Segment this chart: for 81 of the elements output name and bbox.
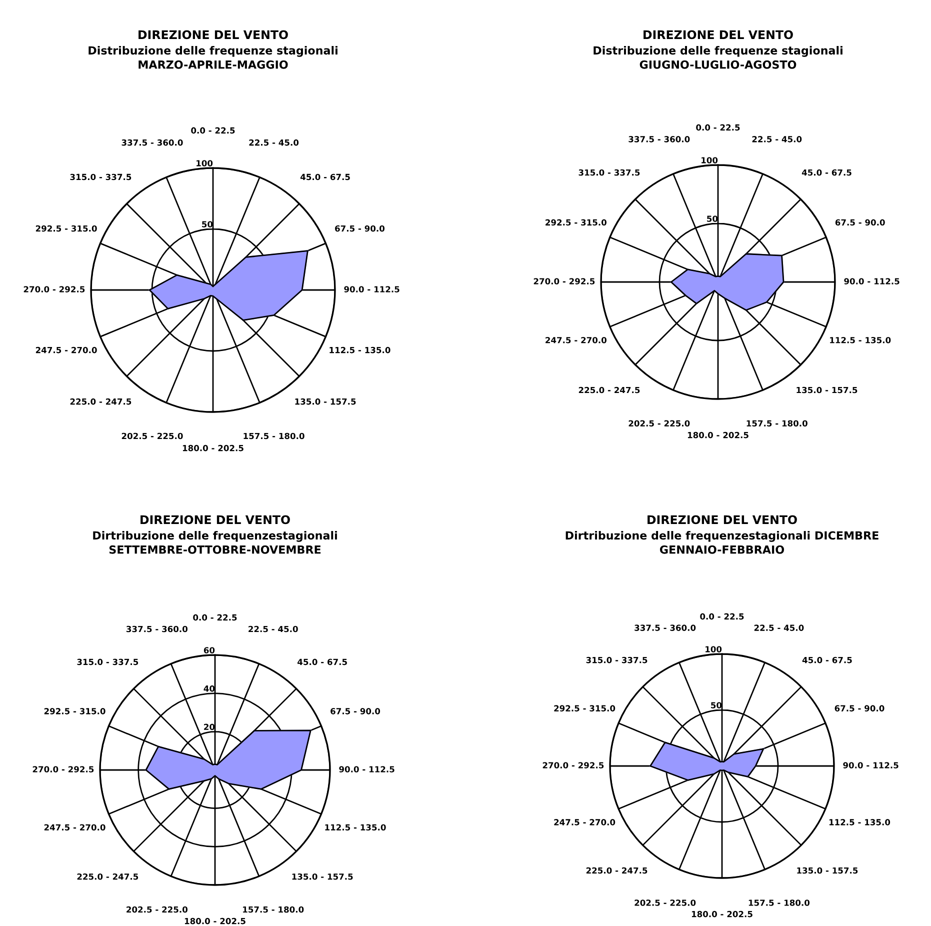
spoke-label: 270.0 - 292.5 [32, 766, 94, 772]
spoke-label: 180.0 - 202.5 [184, 918, 246, 924]
spoke-label: 112.5 - 135.0 [330, 346, 390, 354]
spoke-label: 67.5 - 90.0 [335, 225, 385, 232]
spoke-label: 292.5 - 315.0 [44, 708, 106, 714]
spoke-label: 225.0 - 247.5 [70, 398, 132, 405]
spoke-label: 90.0 - 112.5 [339, 766, 394, 772]
y-tick-label: 50 [202, 221, 213, 228]
spoke-label: 315.0 - 337.5 [578, 169, 640, 176]
spoke-label: 292.5 - 315.0 [554, 705, 616, 712]
spoke-label: 315.0 - 337.5 [586, 656, 648, 664]
y-tick-label: 100 [706, 646, 722, 652]
spoke-label: 90.0 - 112.5 [344, 286, 400, 292]
spoke-label: 180.0 - 202.5 [692, 910, 752, 918]
spoke-label: 22.5 - 45.0 [249, 139, 299, 146]
spoke-label: 247.5 - 270.0 [44, 824, 106, 831]
spoke-label: 247.5 - 270.0 [554, 819, 616, 826]
chart-subtitle: Dirtribuzione delle frequenzestagionali SETTEMBRE-OTTOBRE-NOVEMBRE [93, 531, 337, 554]
spoke-label: 337.5 - 360.0 [126, 626, 188, 632]
spoke-label: 0.0 - 22.5 [191, 127, 235, 134]
spoke-label: 157.5 - 180.0 [243, 906, 304, 913]
spoke-label: 270.0 - 292.5 [542, 762, 604, 768]
chart-subtitle: Dirtribuzione delle frequenzestagionali DICEMBRE GENNAIO-FEBBRAIO [566, 531, 878, 554]
spoke-label: 270.0 - 292.5 [24, 286, 85, 292]
y-tick-label: 20 [204, 724, 215, 730]
spoke-label: 22.5 - 45.0 [248, 626, 298, 632]
chart-subtitle: Distribuzione delle frequenze stagionali GIUGNO-LUGLIO-AGOSTO [594, 46, 842, 69]
spoke-label: 112.5 - 135.0 [325, 824, 386, 831]
spoke-label: 22.5 - 45.0 [754, 624, 804, 631]
spoke-label: 337.5 - 360.0 [628, 136, 690, 142]
spoke-label: 180.0 - 202.5 [688, 432, 748, 438]
spoke-label: 202.5 - 225.0 [634, 900, 696, 906]
spoke-label: 202.5 - 225.0 [122, 432, 183, 440]
spoke-label: 337.5 - 360.0 [122, 139, 183, 146]
spoke-label: 135.0 - 157.5 [796, 386, 858, 394]
spoke-label: 157.5 - 180.0 [748, 900, 810, 906]
spoke-label: 157.5 - 180.0 [244, 432, 304, 440]
chart-title: DIREZIONE DEL VENTO [138, 30, 288, 40]
chart-title: DIREZIONE DEL VENTO [644, 30, 793, 40]
spoke-label: 247.5 - 270.0 [36, 346, 97, 354]
spoke-label: 45.0 - 67.5 [802, 169, 852, 176]
spoke-label: 225.0 - 247.5 [77, 873, 138, 880]
spoke-label: 0.0 - 22.5 [700, 613, 744, 620]
spoke-label: 292.5 - 315.0 [546, 219, 606, 226]
spoke-label: 292.5 - 315.0 [36, 225, 97, 232]
spoke-label: 225.0 - 247.5 [586, 867, 648, 874]
spoke-label: 202.5 - 225.0 [628, 420, 690, 427]
y-tick-label: 100 [702, 157, 718, 164]
spoke-label: 135.0 - 157.5 [295, 398, 356, 405]
spoke-label: 67.5 - 90.0 [834, 705, 884, 712]
spoke-label: 225.0 - 247.5 [578, 386, 640, 394]
y-tick-label: 40 [204, 685, 215, 692]
spoke-label: 202.5 - 225.0 [126, 906, 188, 913]
spoke-label: 90.0 - 112.5 [844, 278, 900, 284]
y-tick-label: 50 [711, 702, 722, 708]
y-tick-label: 100 [196, 160, 213, 166]
y-tick-label: 60 [204, 647, 215, 654]
spoke-label: 0.0 - 22.5 [193, 614, 237, 621]
spoke-label: 337.5 - 360.0 [634, 624, 696, 631]
spoke-label: 247.5 - 270.0 [546, 336, 606, 344]
spoke-label: 45.0 - 67.5 [300, 174, 350, 180]
spoke-label: 67.5 - 90.0 [835, 219, 885, 226]
spoke-label: 112.5 - 135.0 [829, 819, 890, 826]
spoke-label: 45.0 - 67.5 [298, 658, 347, 666]
spoke-label: 112.5 - 135.0 [830, 336, 891, 344]
spoke-label: 0.0 - 22.5 [696, 124, 740, 131]
spoke-label: 90.0 - 112.5 [843, 762, 898, 768]
spoke-label: 67.5 - 90.0 [330, 708, 380, 714]
spoke-label: 22.5 - 45.0 [752, 136, 802, 142]
spoke-label: 45.0 - 67.5 [802, 656, 852, 664]
spoke-label: 135.0 - 157.5 [292, 873, 353, 880]
spoke-label: 180.0 - 202.5 [182, 444, 244, 452]
spoke-label: 157.5 - 180.0 [746, 420, 808, 427]
chart-subtitle: Distribuzione delle frequenze stagionali MARZO-APRILE-MAGGIO [88, 46, 338, 69]
spoke-label: 135.0 - 157.5 [797, 867, 858, 874]
spoke-label: 315.0 - 337.5 [77, 658, 138, 666]
chart-title: DIREZIONE DEL VENTO [140, 515, 290, 524]
y-tick-label: 50 [707, 216, 718, 222]
spoke-label: 315.0 - 337.5 [70, 174, 132, 180]
spoke-label: 270.0 - 292.5 [534, 278, 595, 284]
chart-title: DIREZIONE DEL VENTO [648, 515, 797, 524]
